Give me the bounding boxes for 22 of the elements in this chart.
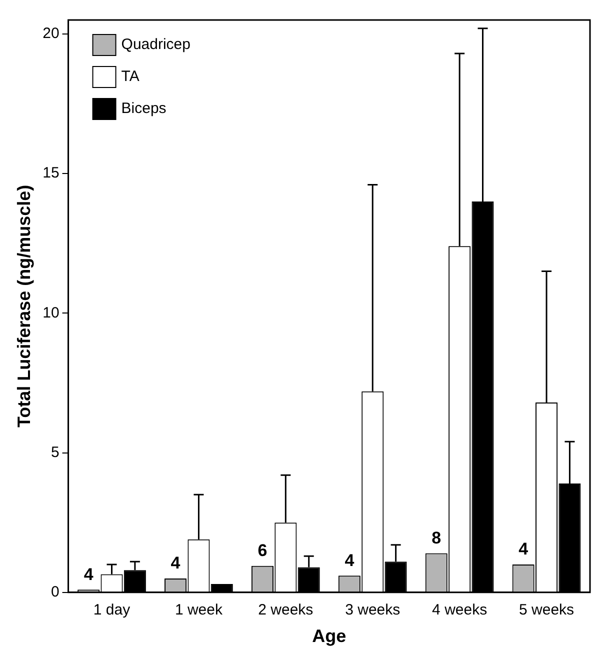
y-axis-title: Total Luciferase (ng/muscle) [14,184,34,428]
x-tick-label: 4 weeks [432,602,488,619]
legend-label: TA [121,68,140,86]
x-tick-label: 1 week [174,602,223,619]
annotation: 4 [170,554,181,573]
annotation: 8 [432,528,442,548]
x-tick-label: 2 weeks [258,602,314,619]
y-tick-label: 0 [50,584,60,601]
y-tick-label: 15 [42,164,60,182]
y-tick-label: 10 [42,304,60,322]
y-tick-label: 5 [50,444,60,461]
annotation: 4 [518,540,529,559]
x-axis-title: Age [312,626,346,646]
annotation: 4 [84,564,94,584]
legend-label: Quadricep [121,36,191,54]
legend-label: Biceps [121,100,166,118]
x-tick-label: 3 weeks [345,602,400,619]
y-tick-label: 20 [42,25,60,42]
annotation: 6 [258,541,268,560]
annotation: 4 [344,550,355,570]
x-tick-label: 1 day [93,602,131,619]
x-tick-label: 5 weeks [519,602,574,619]
